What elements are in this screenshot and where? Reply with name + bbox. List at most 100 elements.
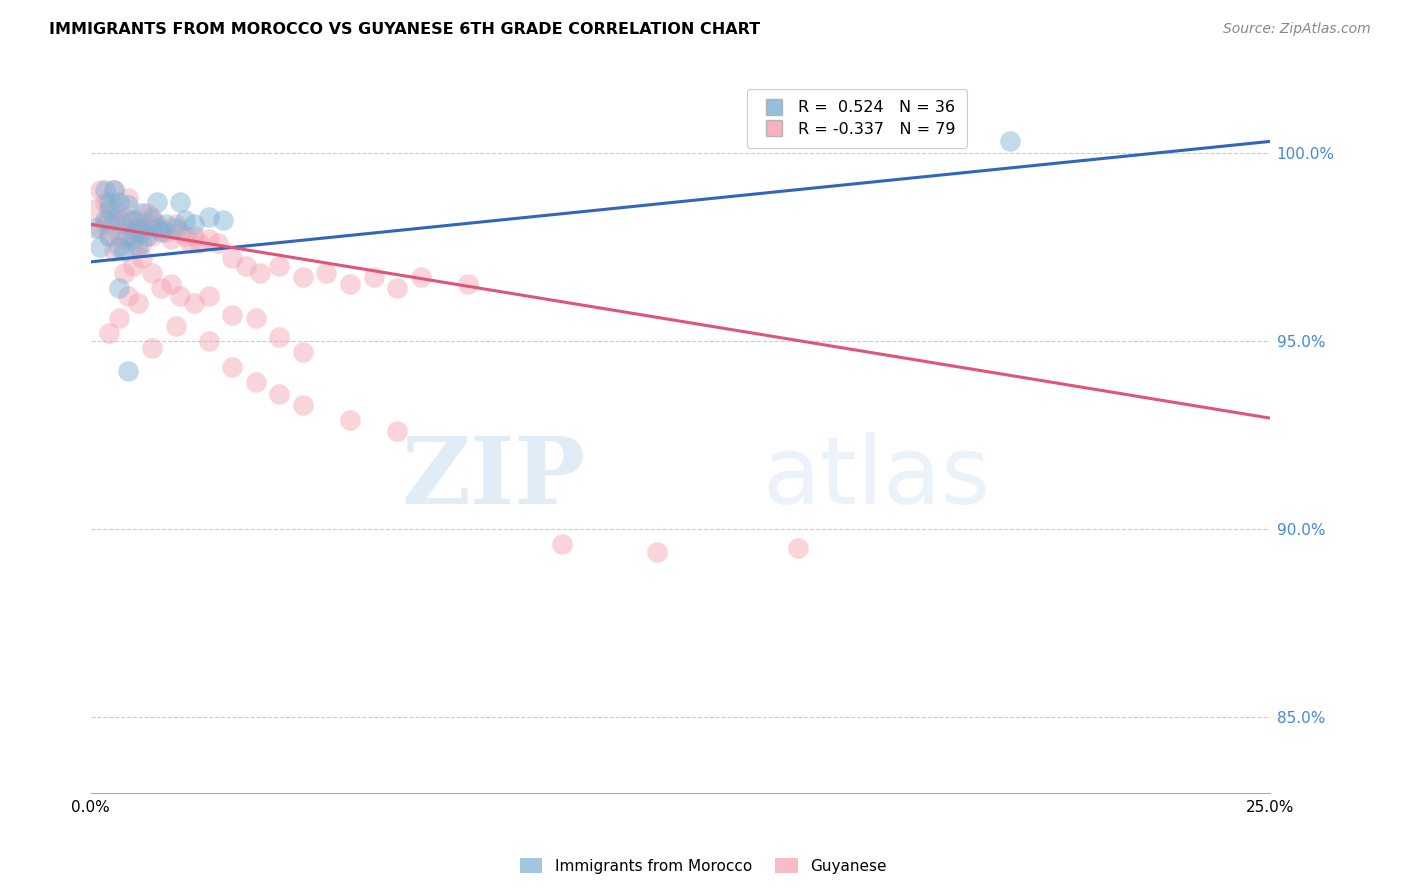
Point <box>127 296 149 310</box>
Point <box>103 183 125 197</box>
Point <box>108 213 131 227</box>
Point <box>245 311 267 326</box>
Point <box>457 277 479 292</box>
Point <box>141 228 163 243</box>
Point <box>197 232 219 246</box>
Point <box>127 225 149 239</box>
Text: IMMIGRANTS FROM MOROCCO VS GUYANESE 6TH GRADE CORRELATION CHART: IMMIGRANTS FROM MOROCCO VS GUYANESE 6TH … <box>49 22 761 37</box>
Point <box>98 228 121 243</box>
Point <box>174 213 197 227</box>
Point <box>103 213 125 227</box>
Point <box>94 194 117 209</box>
Point <box>141 342 163 356</box>
Point <box>98 228 121 243</box>
Point <box>155 217 177 231</box>
Point <box>1000 135 1022 149</box>
Point <box>141 266 163 280</box>
Point <box>179 235 201 250</box>
Point <box>103 244 125 258</box>
Point <box>103 183 125 197</box>
Point <box>94 217 117 231</box>
Point <box>150 281 173 295</box>
Point <box>131 251 153 265</box>
Point <box>159 277 181 292</box>
Point <box>84 221 107 235</box>
Point <box>787 541 810 555</box>
Point <box>159 232 181 246</box>
Point <box>221 251 243 265</box>
Point <box>363 269 385 284</box>
Legend: Immigrants from Morocco, Guyanese: Immigrants from Morocco, Guyanese <box>513 852 893 880</box>
Point <box>84 202 107 217</box>
Point <box>127 213 149 227</box>
Point <box>197 210 219 224</box>
Point <box>165 318 187 333</box>
Point <box>291 269 314 284</box>
Point <box>183 228 205 243</box>
Point <box>136 221 159 235</box>
Point <box>169 289 191 303</box>
Point <box>117 364 139 378</box>
Point <box>387 281 409 295</box>
Point <box>127 240 149 254</box>
Point <box>117 289 139 303</box>
Legend: R =  0.524   N = 36, R = -0.337   N = 79: R = 0.524 N = 36, R = -0.337 N = 79 <box>747 89 967 148</box>
Point <box>221 360 243 375</box>
Point <box>188 235 211 250</box>
Point <box>141 213 163 227</box>
Point <box>89 183 111 197</box>
Point <box>89 221 111 235</box>
Point <box>136 206 159 220</box>
Point <box>183 296 205 310</box>
Point <box>122 259 145 273</box>
Point <box>197 289 219 303</box>
Point <box>269 386 291 401</box>
Point <box>131 225 153 239</box>
Point <box>89 240 111 254</box>
Point <box>98 202 121 217</box>
Point <box>122 240 145 254</box>
Point <box>131 217 153 231</box>
Point <box>127 221 149 235</box>
Point <box>155 225 177 239</box>
Point <box>551 537 574 551</box>
Point <box>112 217 135 231</box>
Point <box>174 228 197 243</box>
Text: atlas: atlas <box>763 432 991 524</box>
Point <box>145 194 167 209</box>
Point <box>269 330 291 344</box>
Point <box>141 210 163 224</box>
Point <box>315 266 337 280</box>
Point <box>108 311 131 326</box>
Point <box>235 259 257 273</box>
Point <box>122 221 145 235</box>
Point <box>103 202 125 217</box>
Point <box>117 191 139 205</box>
Point <box>122 232 145 246</box>
Point <box>108 228 131 243</box>
Point <box>117 198 139 212</box>
Point <box>339 413 361 427</box>
Point <box>645 545 668 559</box>
Point <box>94 213 117 227</box>
Point <box>169 194 191 209</box>
Point <box>197 334 219 348</box>
Point <box>112 232 135 246</box>
Point <box>94 183 117 197</box>
Point <box>98 326 121 341</box>
Point <box>245 376 267 390</box>
Text: ZIP: ZIP <box>402 433 586 523</box>
Point <box>117 213 139 227</box>
Point <box>387 424 409 438</box>
Point <box>131 206 153 220</box>
Point <box>150 221 173 235</box>
Point <box>211 213 233 227</box>
Point <box>145 217 167 231</box>
Point <box>108 194 131 209</box>
Point <box>291 345 314 359</box>
Point <box>117 228 139 243</box>
Point <box>165 221 187 235</box>
Point <box>98 213 121 227</box>
Point <box>249 266 271 280</box>
Point <box>136 228 159 243</box>
